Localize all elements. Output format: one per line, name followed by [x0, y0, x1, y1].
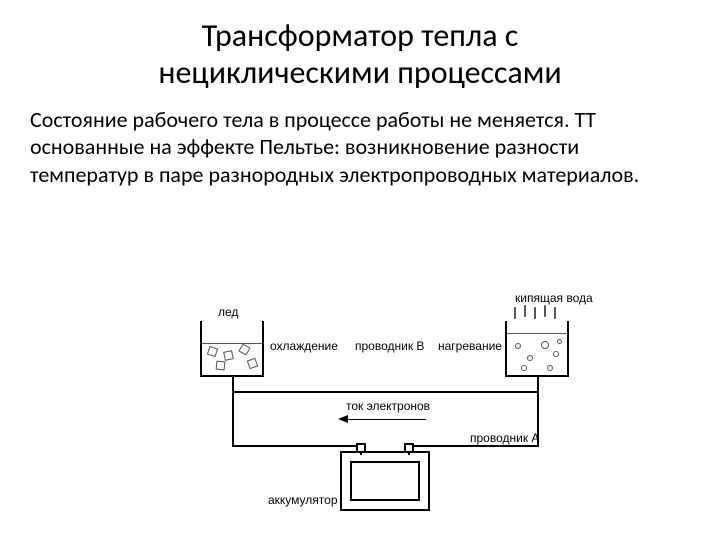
steam-line: [544, 305, 546, 317]
wire-conductor-a-right: [408, 445, 539, 447]
peltier-diagram: лед охлаждение кипящая вода нагревание п…: [170, 303, 600, 533]
body-paragraph: Состояние рабочего тела в процессе работ…: [30, 106, 690, 189]
title-line-2: нециклическими процессами: [158, 53, 561, 92]
label-heating: нагревание: [438, 339, 502, 353]
arrow-head-icon: [338, 415, 348, 423]
slide-title: Трансформатор тепла с нециклическими про…: [0, 18, 720, 92]
wire-conductor-b: [232, 391, 539, 393]
title-line-1: Трансформатор тепла с: [202, 16, 519, 55]
battery-box: [340, 451, 430, 511]
label-boiling: кипящая вода: [515, 291, 593, 305]
label-conductor-a: проводник А: [470, 431, 539, 445]
steam-line: [534, 307, 536, 319]
label-electron-current: ток электронов: [346, 399, 430, 413]
steam-line: [554, 307, 556, 319]
wire-conductor-a-left: [232, 445, 362, 447]
wire-left-side: [232, 391, 234, 447]
label-conductor-b: проводник В: [355, 339, 424, 353]
label-battery: аккумулятор: [268, 493, 338, 507]
steam-line: [524, 305, 526, 317]
steam-line: [514, 307, 516, 319]
wire-right-drop: [537, 377, 539, 391]
label-ice: лед: [218, 305, 238, 319]
beaker-ice: [200, 321, 264, 377]
label-cooling: охлаждение: [270, 339, 338, 353]
beaker-boiling: [505, 321, 569, 377]
arrow-shaft: [346, 419, 426, 420]
wire-left-drop: [232, 377, 234, 391]
